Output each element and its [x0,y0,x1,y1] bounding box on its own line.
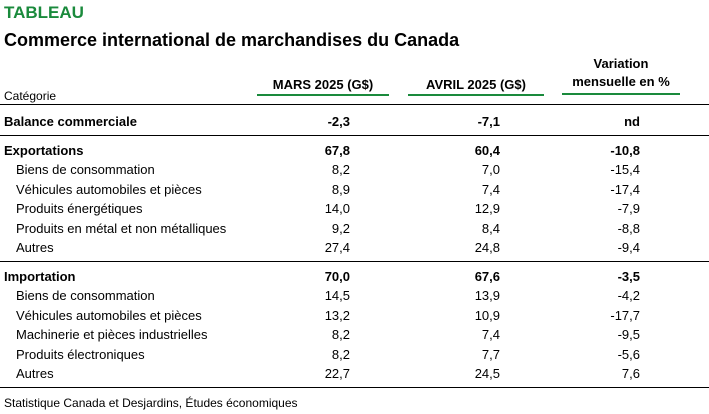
cell-avril: -7,1 [477,114,500,129]
table-row: Autres 22,7 24,5 7,6 [0,366,709,386]
header-divider [0,104,709,105]
table-row: Autres 27,4 24,8 -9,4 [0,240,709,260]
row-label: Véhicules automobiles et pièces [16,308,202,323]
row-label: Produits électroniques [16,347,145,362]
cell-mars: 14,5 [324,288,350,303]
row-label: Biens de consommation [16,288,155,303]
table-row: Véhicules automobiles et pièces 13,2 10,… [0,308,709,328]
row-label: Autres [16,366,54,381]
cell-avril: 13,9 [474,288,500,303]
section-divider [0,135,709,136]
cell-variation: -7,9 [617,201,640,216]
column-header-category: Catégorie [4,89,57,103]
row-label: Exportations [4,143,84,158]
cell-variation: 7,6 [621,366,640,381]
cell-variation: -15,4 [610,162,640,177]
table-row: Machinerie et pièces industrielles 8,2 7… [0,327,709,347]
cell-avril: 7,4 [481,182,500,197]
row-label: Importation [4,269,76,284]
table-row: Biens de consommation 14,5 13,9 -4,2 [0,288,709,308]
table-row: Produits électroniques 8,2 7,7 -5,6 [0,347,709,367]
table-row: Produits énergétiques 14,0 12,9 -7,9 [0,201,709,221]
cell-variation: -17,4 [610,182,640,197]
table-bottom-divider [0,387,709,388]
row-label: Biens de consommation [16,162,155,177]
column-header-avril: AVRIL 2025 (G$) [408,77,544,96]
source-note: Statistique Canada et Desjardins, Études… [4,396,298,410]
row-label: Véhicules automobiles et pièces [16,182,202,197]
table-row: Exportations 67,8 60,4 -10,8 [0,143,709,163]
row-label: Produits énergétiques [16,201,143,216]
cell-mars: 13,2 [324,308,350,323]
row-label: Produits en métal et non métalliques [16,221,227,236]
cell-avril: 7,4 [481,327,500,342]
cell-mars: -2,3 [327,114,350,129]
cell-avril: 67,6 [474,269,500,284]
cell-avril: 24,8 [474,240,500,255]
table-row: Véhicules automobiles et pièces 8,9 7,4 … [0,182,709,202]
table-row: Biens de consommation 8,2 7,0 -15,4 [0,162,709,182]
cell-mars: 8,9 [331,182,350,197]
cell-avril: 60,4 [474,143,500,158]
cell-mars: 67,8 [324,143,350,158]
cell-variation: -10,8 [610,143,640,158]
cell-variation: -5,6 [617,347,640,362]
cell-variation: -9,5 [617,327,640,342]
cell-avril: 24,5 [474,366,500,381]
cell-variation: -9,4 [617,240,640,255]
table-row: Produits en métal et non métalliques 9,2… [0,221,709,241]
column-header-variation: Variation mensuelle en % [562,55,680,95]
column-header-mars: MARS 2025 (G$) [257,77,389,96]
row-label: Autres [16,240,54,255]
cell-mars: 8,2 [331,162,350,177]
cell-mars: 70,0 [324,269,350,284]
cell-avril: 8,4 [481,221,500,236]
cell-mars: 22,7 [324,366,350,381]
table-row: Importation 70,0 67,6 -3,5 [0,269,709,289]
cell-variation: -17,7 [610,308,640,323]
section-divider [0,261,709,262]
column-header-variation-line2: mensuelle en % [572,74,670,89]
cell-mars: 27,4 [324,240,350,255]
cell-variation: nd [624,114,640,129]
cell-mars: 9,2 [331,221,350,236]
table-title: Commerce international de marchandises d… [4,30,460,50]
table-row: Balance commerciale -2,3 -7,1 nd [0,114,709,134]
column-header-variation-line1: Variation [593,56,649,71]
cell-avril: 7,7 [481,347,500,362]
table-label: TABLEAU [4,3,84,22]
cell-avril: 12,9 [474,201,500,216]
cell-mars: 8,2 [331,327,350,342]
row-label: Balance commerciale [4,114,137,129]
cell-variation: -4,2 [617,288,640,303]
cell-mars: 14,0 [324,201,350,216]
row-label: Machinerie et pièces industrielles [16,327,208,342]
cell-variation: -3,5 [617,269,640,284]
cell-avril: 10,9 [474,308,500,323]
cell-mars: 8,2 [331,347,350,362]
cell-variation: -8,8 [617,221,640,236]
cell-avril: 7,0 [481,162,500,177]
